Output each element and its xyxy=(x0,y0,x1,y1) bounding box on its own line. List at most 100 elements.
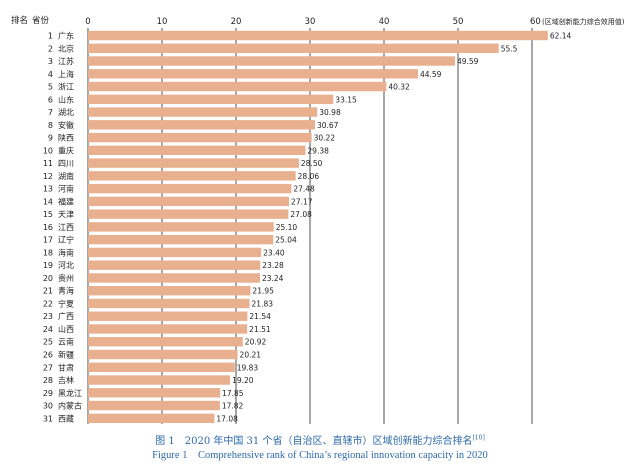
bar xyxy=(88,247,262,258)
value-label: 55.5 xyxy=(501,44,518,53)
rank-label: 9 xyxy=(48,134,53,143)
bar xyxy=(88,171,296,181)
rank-label: 12 xyxy=(43,172,53,181)
value-label: 17.08 xyxy=(216,414,238,423)
bar xyxy=(88,81,387,92)
value-label: 21.51 xyxy=(249,325,271,334)
bar xyxy=(88,56,455,66)
province-label: 山东 xyxy=(58,94,74,104)
province-label: 四川 xyxy=(58,159,74,168)
value-label: 21.95 xyxy=(252,287,274,296)
bar xyxy=(88,273,260,283)
province-label: 北京 xyxy=(58,43,74,53)
value-label: 28.06 xyxy=(298,172,320,181)
province-label: 新疆 xyxy=(58,350,74,360)
value-label: 62.14 xyxy=(550,32,572,41)
x-tick-label-20: 20 xyxy=(231,17,242,27)
province-label: 湖北 xyxy=(58,108,74,117)
province-label: 湖南 xyxy=(58,171,74,181)
province-label: 江西 xyxy=(58,223,74,232)
province-label: 河南 xyxy=(58,184,74,194)
rank-label: 16 xyxy=(43,223,53,232)
rank-label: 3 xyxy=(48,57,53,66)
bar xyxy=(88,196,290,207)
province-label: 上海 xyxy=(58,69,74,79)
bar xyxy=(88,158,299,168)
rank-label: 11 xyxy=(43,159,53,168)
rank-label: 30 xyxy=(43,402,53,411)
bar xyxy=(88,286,251,296)
value-label: 19.83 xyxy=(237,363,259,372)
value-label: 25.10 xyxy=(276,223,298,232)
x-tick-label-10: 10 xyxy=(157,17,168,27)
value-label: 30.22 xyxy=(314,134,336,143)
rank-label: 8 xyxy=(48,121,53,130)
value-label: 17.85 xyxy=(222,389,244,398)
province-label: 重庆 xyxy=(58,145,74,155)
value-label: 20.92 xyxy=(245,338,267,347)
caption-reference: [10] xyxy=(472,434,485,442)
bar xyxy=(88,400,220,411)
value-label: 44.59 xyxy=(420,70,442,79)
value-label: 23.28 xyxy=(262,261,284,270)
bar xyxy=(88,311,248,321)
bar-chart: 排名 省份 0 10 20 30 40 50 60 (区域创新能力综合效用值) 1 广东 62.14 2 北… xyxy=(11,15,625,424)
province-label: 青海 xyxy=(58,286,74,296)
value-label: 28.50 xyxy=(301,159,323,168)
value-label: 49.59 xyxy=(457,57,479,66)
province-label: 天津 xyxy=(58,209,74,219)
value-label: 23.24 xyxy=(262,274,284,283)
value-label: 27.17 xyxy=(291,197,313,206)
bar xyxy=(88,234,274,245)
bar xyxy=(88,145,306,156)
province-label: 福建 xyxy=(58,196,74,206)
x-tick-label-40: 40 xyxy=(379,17,390,27)
province-label: 吉林 xyxy=(58,375,74,385)
rank-label: 22 xyxy=(43,299,53,308)
bar xyxy=(88,349,238,360)
value-label: 29.38 xyxy=(307,146,329,155)
rank-label: 19 xyxy=(43,261,53,270)
bar xyxy=(88,337,243,347)
rank-label: 31 xyxy=(43,414,53,423)
figure-caption-english: Figure 1 Comprehensive rank of China’s r… xyxy=(152,450,488,461)
bar xyxy=(88,94,334,104)
province-label: 广西 xyxy=(58,311,74,321)
value-label: 21.83 xyxy=(252,299,274,308)
province-label: 云南 xyxy=(58,337,74,347)
bar xyxy=(88,120,315,130)
province-label: 陕西 xyxy=(58,133,74,143)
province-column-header: 省份 xyxy=(32,15,50,26)
bar xyxy=(88,260,261,270)
rank-label: 18 xyxy=(43,248,53,257)
value-label: 40.32 xyxy=(388,83,410,92)
bar xyxy=(88,298,250,309)
x-tick-label-30: 30 xyxy=(305,17,316,27)
value-label: 30.98 xyxy=(319,108,341,117)
bar xyxy=(88,209,289,219)
rank-label: 14 xyxy=(43,197,53,206)
rank-label: 26 xyxy=(43,351,53,360)
bar xyxy=(88,69,418,79)
province-label: 海南 xyxy=(58,247,74,257)
rank-label: 2 xyxy=(48,44,53,53)
bar xyxy=(88,222,274,232)
rank-label: 29 xyxy=(43,389,53,398)
province-label: 贵州 xyxy=(58,273,74,283)
value-label: 33.15 xyxy=(335,95,357,104)
rank-label: 24 xyxy=(43,325,53,334)
rank-label: 15 xyxy=(43,210,53,219)
province-label: 黑龙江 xyxy=(58,388,82,398)
province-label: 宁夏 xyxy=(58,298,74,308)
value-label: 25.04 xyxy=(275,236,297,245)
rank-label: 7 xyxy=(48,108,53,117)
bar xyxy=(88,30,548,41)
bar xyxy=(88,43,499,53)
caption-zh-text: 图 1 2020 年中国 31 个省（自治区、直辖市）区域创新能力综合排名 xyxy=(155,436,473,447)
province-label: 江苏 xyxy=(58,56,74,66)
rank-label: 20 xyxy=(43,274,53,283)
x-tick-label-50: 50 xyxy=(453,17,464,27)
rank-column-header: 排名 xyxy=(11,15,28,26)
province-label: 河北 xyxy=(58,260,74,270)
value-label: 23.40 xyxy=(263,248,285,257)
